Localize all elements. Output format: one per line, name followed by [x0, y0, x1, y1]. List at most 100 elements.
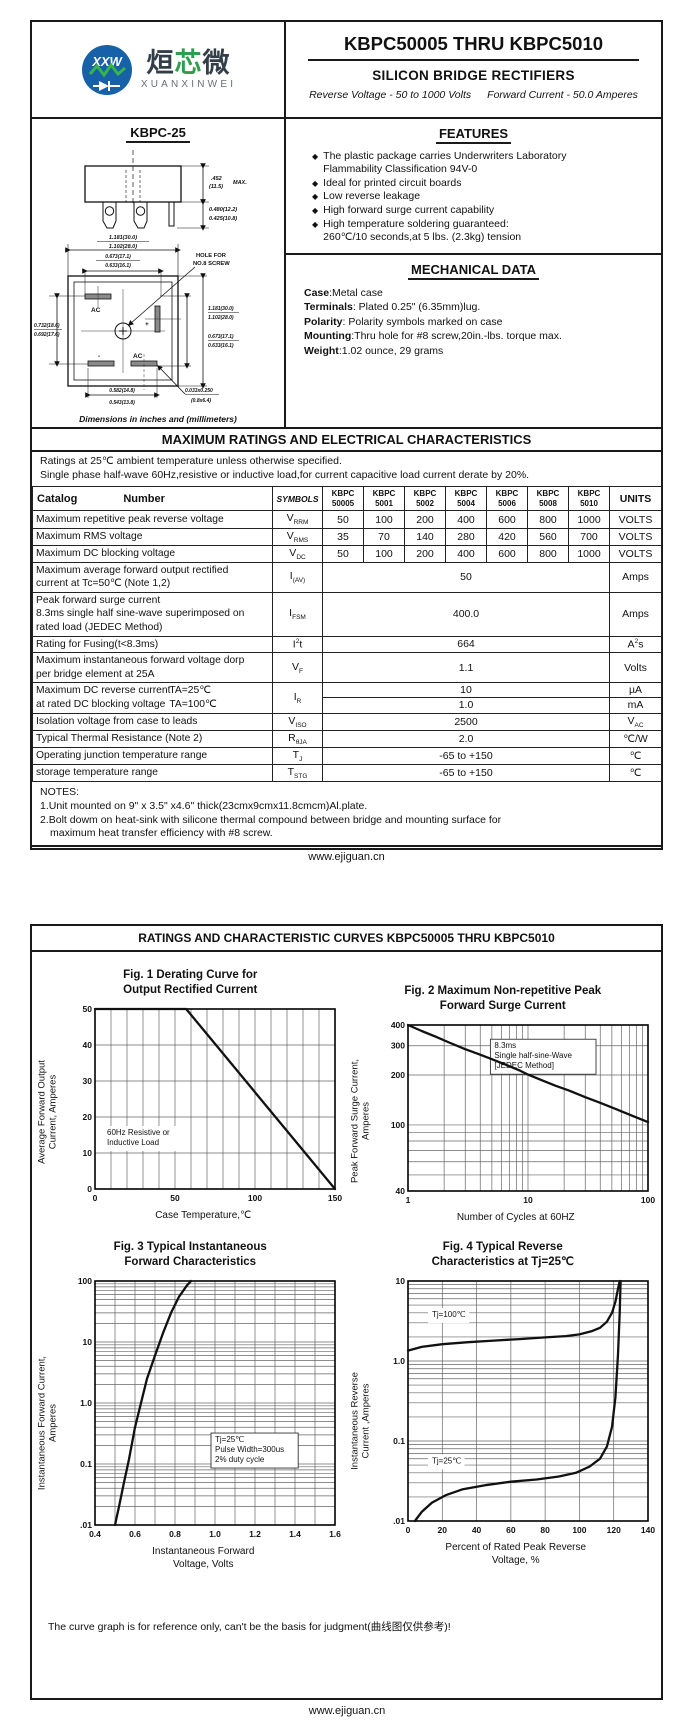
svg-text:1.0: 1.0	[80, 1398, 92, 1408]
svg-text:50: 50	[83, 1004, 93, 1014]
row-value: 280	[445, 527, 487, 546]
features-list: ◆ The plastic package carries Underwriter…	[296, 150, 651, 244]
mechanical-item: Mounting:Thru hole for #8 screw,20in.-lb…	[304, 330, 562, 343]
row-value: 400	[445, 510, 487, 529]
brand-logo-block: XXW 烜芯微 XUANXINWEI	[32, 22, 286, 117]
table-row: Maximum DC blocking voltage VDC 50 100 200 40…	[32, 544, 662, 563]
row-symbol: VDC	[272, 544, 323, 563]
row-unit: ℃	[609, 763, 662, 782]
ratings-condition-1: Ratings at 25℃ ambient temperature unles…	[40, 455, 342, 467]
dim-left-min: 0.692(17.6)	[34, 332, 60, 338]
svg-text:120: 120	[606, 1525, 620, 1535]
row-symbol: IFSM	[272, 591, 323, 637]
dim-width-min: 1.102(28.0)	[109, 244, 137, 250]
page-1-footer-url: www.ejiguan.cn	[32, 845, 661, 869]
row-label: Maximum DC blocking voltage	[32, 544, 273, 563]
svg-text:Inductive Load: Inductive Load	[107, 1138, 159, 1147]
row-value: 200	[404, 510, 446, 529]
row-unit: VAC	[609, 712, 662, 731]
row-symbol: I2t	[272, 635, 323, 654]
feature-text: Ideal for printed circuit boards	[323, 176, 462, 189]
page-2-footer-url: www.ejiguan.cn	[308, 1705, 386, 1717]
page-1: XXW 烜芯微 XUANXINWEI KBPC50005 THRU KBPC50…	[30, 20, 663, 863]
features-section: FEATURES ◆ The plastic package carries Un…	[286, 119, 661, 255]
svg-text:0.4: 0.4	[89, 1529, 101, 1539]
col-header-part: KBPC 5008	[527, 486, 569, 512]
row-value: 400.0	[322, 591, 610, 637]
row-value: 100	[363, 544, 405, 563]
col-header-symbols: SYMBOLS	[272, 486, 323, 512]
row-value: 600	[486, 510, 528, 529]
dim-right-inner-max: 0.673(17.1)	[208, 334, 234, 340]
ratings-banner: MAXIMUM RATINGS AND ELECTRICAL CHARACTER…	[32, 429, 661, 452]
svg-text:100: 100	[572, 1525, 586, 1535]
features-mech-column: FEATURES ◆ The plastic package carries Un…	[286, 119, 661, 427]
dim-tab-min: 0.425(10.8)	[209, 216, 237, 222]
terminal-minus-label: -	[98, 353, 100, 360]
figure-1-xlabel: Case Temperature,℃	[155, 1209, 252, 1221]
figure-3-title: Fig. 3 Typical Instantaneous Forward Cha…	[113, 1240, 267, 1268]
figure-4-title: Fig. 4 Typical Reverse Characteristics a…	[431, 1240, 574, 1268]
doc-tagline: Reverse Voltage - 50 to 1000 Volts Forwar…	[286, 89, 661, 101]
svg-text:40: 40	[472, 1525, 482, 1535]
dim-width-max: 1.181(30.0)	[109, 235, 137, 241]
title-divider	[308, 59, 639, 61]
figure-2-ylabel: Peak Forward Surge Current, Amperes	[349, 1059, 372, 1184]
svg-text:100: 100	[641, 1195, 655, 1205]
brand-latin: XUANXINWEI	[140, 79, 237, 91]
svg-text:1.0: 1.0	[209, 1529, 221, 1539]
logo-diode-icon	[98, 80, 109, 91]
figure-2-title: Fig. 2 Maximum Non-repetitive Peak Forwa…	[404, 985, 602, 1012]
note-line-3: maximum heat transfer efficiency with #8…	[50, 827, 273, 840]
dim-inner-width-max: 0.673(17.1)	[105, 254, 131, 260]
svg-text:20: 20	[437, 1525, 447, 1535]
figure-4-xlabel: Percent of Rated Peak Reverse Voltage, %	[445, 1541, 587, 1566]
row-value: 664	[322, 635, 610, 654]
row-label: Maximum RMS voltage	[32, 527, 273, 546]
row-value: 1.0	[322, 697, 610, 714]
svg-text:40: 40	[395, 1186, 405, 1196]
svg-text:100: 100	[248, 1193, 262, 1203]
feature-item: ◆ Low reverse leakage	[312, 190, 651, 203]
row-unit: VOLTS	[609, 527, 662, 546]
package-drawing-column: KBPC-25	[32, 119, 286, 427]
row-unit: A2s	[609, 635, 662, 654]
row-value: 800	[527, 544, 569, 563]
svg-text:2% duty cycle: 2% duty cycle	[215, 1455, 265, 1464]
svg-text:300: 300	[391, 1041, 405, 1051]
row-symbol: VRMS	[272, 527, 323, 546]
logo-monogram: XXW	[91, 54, 123, 69]
tagline-reverse-voltage: Reverse Voltage - 50 to 1000 Volts	[309, 89, 472, 101]
figure-2: Fig. 2 Maximum Non-repetitive Peak Forwa…	[347, 984, 660, 1224]
dim-height-max: MAX.	[233, 180, 247, 186]
svg-text:0.8: 0.8	[169, 1529, 181, 1539]
charts-grid: Fig. 1 Derating Curve for Output Rectifi…	[32, 952, 661, 1571]
figure-1: Fig. 1 Derating Curve for Output Rectifi…	[34, 968, 347, 1224]
brand-char-1: 烜	[146, 47, 175, 78]
svg-text:1.0: 1.0	[393, 1356, 405, 1366]
feature-bullet-icon: ◆	[312, 178, 319, 188]
figure-2-xlabel: Number of Cycles at 60HZ	[456, 1211, 575, 1223]
terminal-ac2-label: AC	[133, 353, 143, 360]
svg-text:0.1: 0.1	[80, 1459, 92, 1469]
svg-text:30: 30	[83, 1076, 93, 1086]
note-line-2: 2.Bolt dowm on heat-sink with silicone t…	[40, 813, 502, 826]
svg-text:40: 40	[83, 1040, 93, 1050]
svg-text:100: 100	[391, 1120, 405, 1130]
table-row: Peak forward surge current 8.3ms single h…	[32, 591, 662, 637]
row-symbol: IR	[272, 682, 323, 714]
svg-text:.01: .01	[393, 1516, 405, 1526]
row-label: Maximum average forward output rectified…	[32, 561, 273, 593]
row-unit: mA	[609, 697, 662, 714]
row-value: 400	[445, 544, 487, 563]
mechanical-section: MECHANICAL DATA Case:Metal case Terminals…	[286, 255, 661, 427]
col-header-catalog: Catalog Number	[32, 486, 273, 512]
feature-text: High forward surge current capability	[323, 204, 495, 217]
row-value: 600	[486, 544, 528, 563]
ratings-conditions: Ratings at 25℃ ambient temperature unles…	[32, 452, 661, 486]
row-label: storage temperature range	[32, 763, 273, 782]
row-label: Typical Thermal Resistance (Note 2)	[32, 729, 273, 748]
brand-char-3: 微	[202, 47, 231, 78]
